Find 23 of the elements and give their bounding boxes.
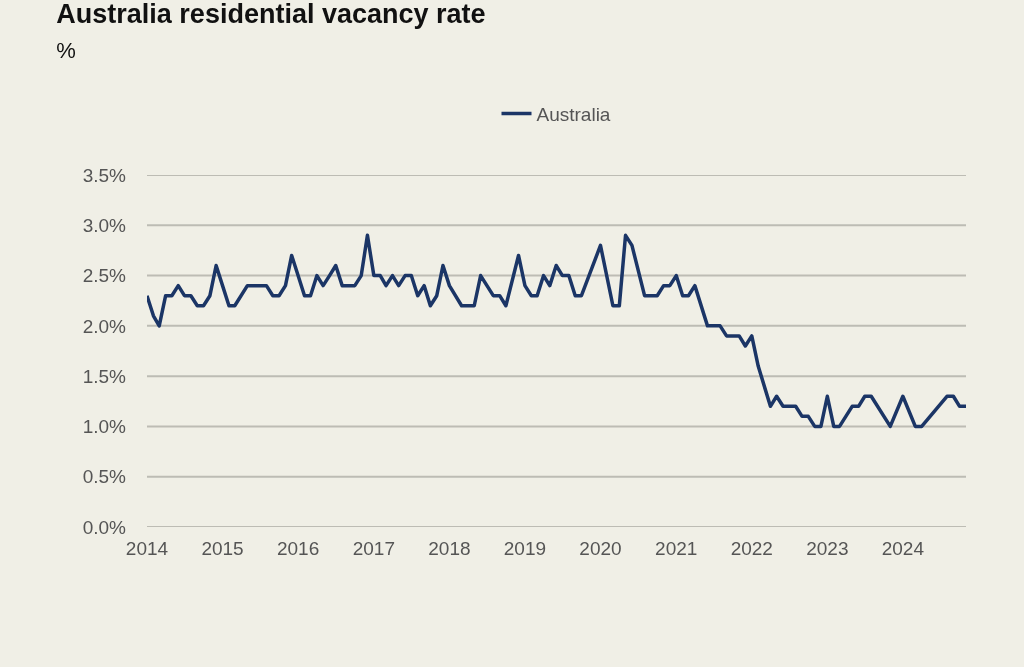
x-tick-label: 2016 (276, 538, 320, 559)
y-tick-label: 0.5% (82, 466, 127, 488)
y-tick-label: 2.0% (82, 315, 127, 337)
line-series (147, 233, 966, 429)
x-tick-label: 2023 (806, 538, 849, 559)
x-tick-label: 2022 (730, 538, 773, 559)
chart-title: Australia residential vacancy rate (56, 0, 486, 30)
legend-label: Australia (536, 104, 611, 126)
y-tick-label: 3.0% (82, 214, 127, 236)
x-tick-label: 2018 (428, 538, 471, 559)
x-tick-label: 2015 (201, 538, 244, 559)
x-tick-label: 2024 (881, 538, 925, 559)
y-tick-label: 0.0% (82, 516, 127, 538)
chart-subtitle: % (56, 38, 76, 64)
x-tick-label: 2020 (579, 538, 622, 559)
x-tick-label: 2014 (125, 538, 169, 559)
x-tick-label: 2017 (352, 538, 395, 559)
x-tick-label: 2019 (503, 538, 547, 559)
y-tick-label: 3.5% (82, 164, 127, 186)
y-tick-label: 2.5% (82, 265, 127, 287)
y-tick-label: 1.5% (82, 365, 127, 387)
y-tick-label: 1.0% (82, 416, 127, 438)
x-tick-label: 2021 (655, 538, 698, 559)
